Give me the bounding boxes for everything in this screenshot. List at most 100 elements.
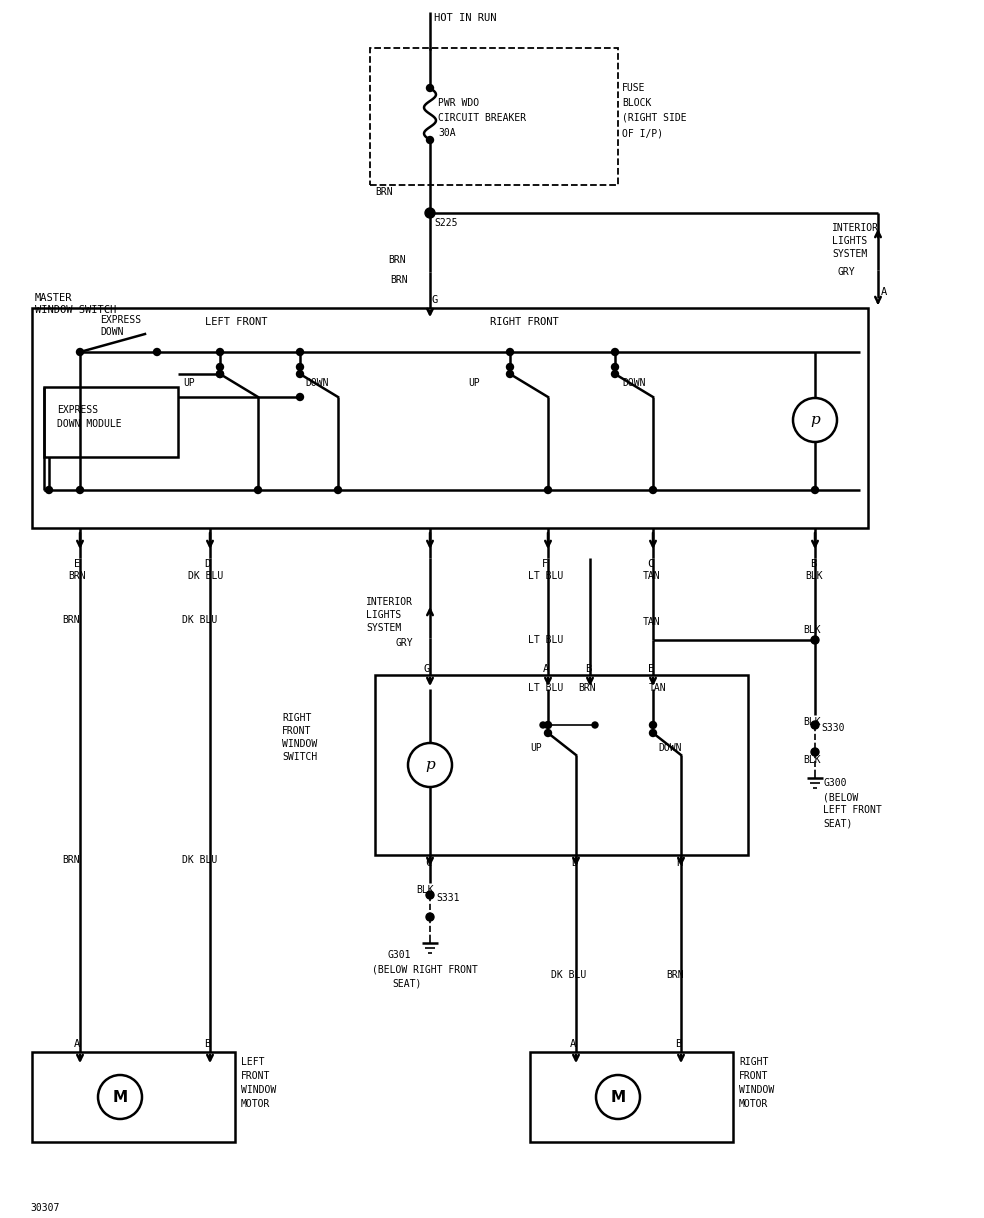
- Circle shape: [544, 721, 551, 728]
- Circle shape: [255, 486, 262, 493]
- Text: DK BLU: DK BLU: [182, 615, 217, 625]
- Text: B: B: [204, 1039, 211, 1049]
- Text: TAN: TAN: [643, 571, 660, 581]
- Text: UP: UP: [468, 378, 480, 389]
- Circle shape: [296, 370, 303, 378]
- Circle shape: [507, 363, 514, 370]
- Text: FRONT: FRONT: [241, 1071, 271, 1082]
- Text: FRONT: FRONT: [739, 1071, 769, 1082]
- Circle shape: [216, 370, 223, 378]
- Text: H: H: [676, 857, 682, 868]
- Text: BLK: BLK: [416, 885, 434, 895]
- Circle shape: [425, 208, 435, 218]
- Circle shape: [649, 486, 656, 493]
- Text: SEAT): SEAT): [823, 818, 852, 828]
- Text: RIGHT: RIGHT: [739, 1057, 769, 1067]
- Circle shape: [216, 348, 223, 356]
- Text: MASTER: MASTER: [35, 294, 73, 303]
- Text: SWITCH: SWITCH: [282, 752, 317, 762]
- Text: FUSE: FUSE: [622, 83, 646, 93]
- Text: RIGHT FRONT: RIGHT FRONT: [490, 317, 559, 326]
- Text: S225: S225: [434, 218, 458, 228]
- Text: LIGHTS: LIGHTS: [366, 610, 401, 620]
- Text: DOWN: DOWN: [622, 378, 646, 389]
- Text: DK BLU: DK BLU: [182, 855, 217, 865]
- Text: FRONT: FRONT: [282, 726, 311, 736]
- Text: EXPRESS: EXPRESS: [100, 315, 141, 325]
- Text: PWR WDO: PWR WDO: [438, 97, 479, 108]
- Text: D: D: [204, 559, 211, 569]
- Text: UP: UP: [183, 378, 195, 389]
- Circle shape: [544, 730, 551, 737]
- Text: WINDOW: WINDOW: [282, 739, 317, 749]
- Text: F: F: [542, 559, 548, 569]
- Text: LT BLU: LT BLU: [528, 571, 563, 581]
- Circle shape: [335, 486, 341, 493]
- Circle shape: [611, 363, 619, 370]
- Text: DK BLU: DK BLU: [551, 970, 586, 980]
- Text: BRN: BRN: [388, 255, 405, 266]
- Circle shape: [216, 370, 223, 378]
- Text: GRY: GRY: [838, 267, 856, 276]
- Text: INTERIOR: INTERIOR: [832, 223, 879, 233]
- Circle shape: [296, 393, 303, 401]
- Text: DOWN: DOWN: [100, 326, 124, 337]
- Text: G301: G301: [388, 950, 411, 960]
- Text: BRN: BRN: [390, 275, 407, 285]
- Text: BLOCK: BLOCK: [622, 97, 651, 108]
- Bar: [32, 1052, 235, 1142]
- Circle shape: [77, 348, 84, 356]
- Circle shape: [611, 348, 619, 356]
- Text: TAN: TAN: [649, 683, 666, 693]
- Text: LT BLU: LT BLU: [528, 683, 563, 693]
- Text: G300: G300: [823, 778, 846, 788]
- Text: S330: S330: [821, 723, 844, 733]
- Bar: [375, 675, 748, 855]
- Text: M: M: [610, 1089, 626, 1105]
- Circle shape: [507, 370, 514, 378]
- Text: D: D: [571, 857, 578, 868]
- Text: (RIGHT SIDE: (RIGHT SIDE: [622, 113, 687, 123]
- Text: SYSTEM: SYSTEM: [366, 622, 401, 633]
- Text: (BELOW: (BELOW: [823, 792, 858, 801]
- Text: E: E: [648, 664, 654, 674]
- Circle shape: [811, 721, 819, 730]
- Text: OF I/P): OF I/P): [622, 128, 663, 138]
- Text: DOWN MODULE: DOWN MODULE: [57, 419, 122, 429]
- Text: UP: UP: [530, 743, 542, 753]
- Text: CIRCUIT BREAKER: CIRCUIT BREAKER: [438, 113, 526, 123]
- Text: M: M: [112, 1089, 128, 1105]
- Circle shape: [296, 348, 303, 356]
- Text: DOWN: DOWN: [658, 743, 682, 753]
- Circle shape: [154, 348, 160, 356]
- Text: BLK: BLK: [803, 717, 821, 727]
- Text: p: p: [810, 413, 820, 428]
- Circle shape: [649, 730, 656, 737]
- Circle shape: [296, 363, 303, 370]
- Bar: [44, 387, 178, 457]
- Text: BRN: BRN: [578, 683, 595, 693]
- Text: RIGHT: RIGHT: [282, 713, 311, 723]
- Text: LT BLU: LT BLU: [528, 635, 563, 646]
- Text: BRN: BRN: [68, 571, 86, 581]
- Text: 30307: 30307: [30, 1203, 59, 1213]
- Text: LIGHTS: LIGHTS: [832, 236, 867, 246]
- Text: LEFT FRONT: LEFT FRONT: [205, 317, 268, 326]
- Circle shape: [611, 370, 619, 378]
- Circle shape: [811, 636, 819, 644]
- Text: WINDOW: WINDOW: [739, 1085, 774, 1095]
- Text: p: p: [425, 758, 435, 772]
- Bar: [530, 1052, 733, 1142]
- Text: 30A: 30A: [438, 128, 456, 138]
- Text: BLK: BLK: [805, 571, 823, 581]
- Bar: [370, 48, 618, 185]
- Text: LEFT: LEFT: [241, 1057, 265, 1067]
- Text: A: A: [881, 287, 888, 297]
- Text: C: C: [647, 559, 653, 569]
- Circle shape: [592, 722, 598, 728]
- Text: A: A: [543, 664, 549, 674]
- Circle shape: [45, 486, 52, 493]
- Text: TAN: TAN: [643, 618, 660, 627]
- Text: (BELOW RIGHT FRONT: (BELOW RIGHT FRONT: [372, 963, 478, 974]
- Text: A: A: [74, 1039, 81, 1049]
